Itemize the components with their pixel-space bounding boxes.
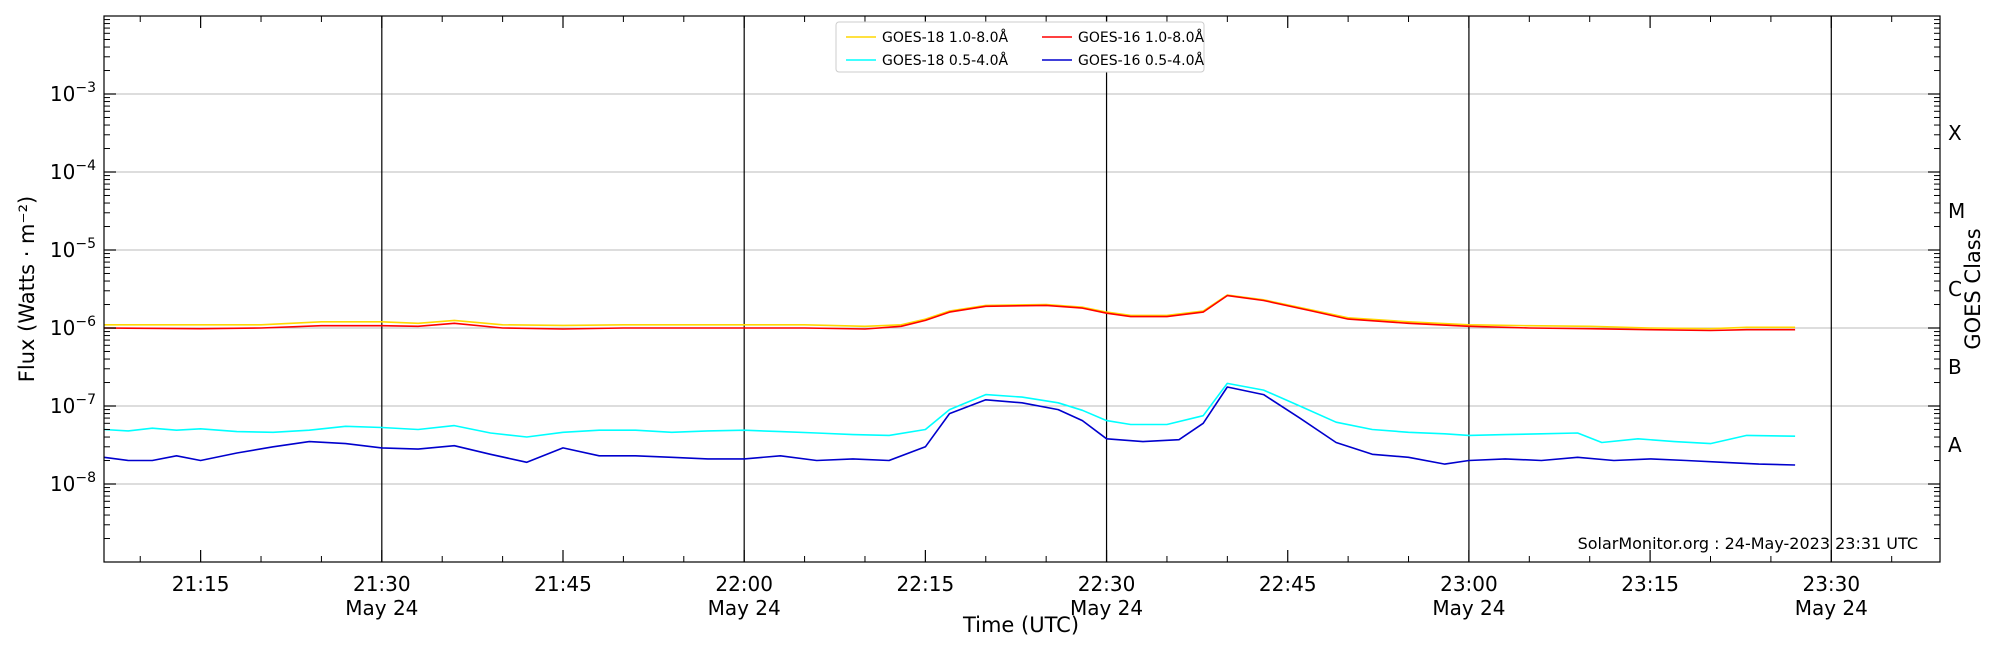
plot-frame	[103, 15, 1941, 563]
x-tick-label: 21:15	[172, 572, 230, 596]
legend: GOES-18 1.0-8.0Å GOES-16 1.0-8.0Å GOES-18 …	[835, 21, 1205, 73]
x-tick-label: 22:30	[1078, 572, 1136, 596]
y-tick-label: 10−7	[50, 392, 96, 418]
goes-class-label: B	[1948, 355, 1962, 379]
goes-class-axis: A B C M X	[1948, 121, 1965, 457]
x-tick-date-label: May 24	[345, 596, 418, 620]
x-tick-label: 22:15	[897, 572, 955, 596]
x-tick-label: 21:30	[353, 572, 411, 596]
y-tick-label: 10−5	[50, 236, 96, 262]
y-axis: 10−8 10−7 10−6 10−5 10−4 10−3	[50, 19, 1940, 540]
series-line	[103, 386, 1796, 466]
goes-class-label: X	[1948, 121, 1962, 145]
legend-entry: GOES-16 0.5-4.0Å	[1078, 52, 1204, 69]
series-line	[103, 382, 1796, 445]
legend-box	[835, 21, 1205, 73]
credit-text: SolarMonitor.org : 24-May-2023 23:31 UTC	[1578, 534, 1918, 553]
series-line	[103, 294, 1796, 332]
series-lines	[103, 294, 1796, 466]
goes-class-label: A	[1948, 433, 1962, 457]
grid-lines	[104, 93, 1940, 485]
x-tick-date-label: May 24	[1432, 596, 1505, 620]
goes-class-axis-label: GOES Class	[1961, 228, 1985, 349]
goes-class-label: M	[1948, 199, 1965, 223]
x-tick-label: 21:45	[534, 572, 592, 596]
y-tick-label: 10−4	[50, 158, 96, 184]
y-tick-label: 10−8	[50, 470, 96, 496]
y-axis-label: Flux (Watts · m⁻²)	[15, 196, 39, 382]
legend-entry: GOES-18 1.0-8.0Å	[882, 29, 1008, 46]
goes-class-label: C	[1948, 277, 1962, 301]
series-line	[104, 294, 1796, 330]
x-tick-label: 23:30	[1802, 572, 1860, 596]
x-tick-date-label: May 24	[708, 596, 781, 620]
x-tick-label: 22:45	[1259, 572, 1317, 596]
x-tick-date-label: May 24	[1795, 596, 1868, 620]
x-tick-label: 23:15	[1621, 572, 1679, 596]
legend-entry: GOES-16 1.0-8.0Å	[1078, 29, 1204, 46]
x-axis-label: Time (UTC)	[962, 613, 1079, 637]
y-tick-label: 10−6	[50, 314, 96, 340]
x-tick-date-label: May 24	[1070, 596, 1143, 620]
vertical-day-lines	[381, 16, 1832, 562]
x-tick-label: 23:00	[1440, 572, 1498, 596]
y-tick-label: 10−3	[50, 80, 96, 106]
legend-entry: GOES-18 0.5-4.0Å	[882, 52, 1008, 69]
x-tick-label: 22:00	[715, 572, 773, 596]
